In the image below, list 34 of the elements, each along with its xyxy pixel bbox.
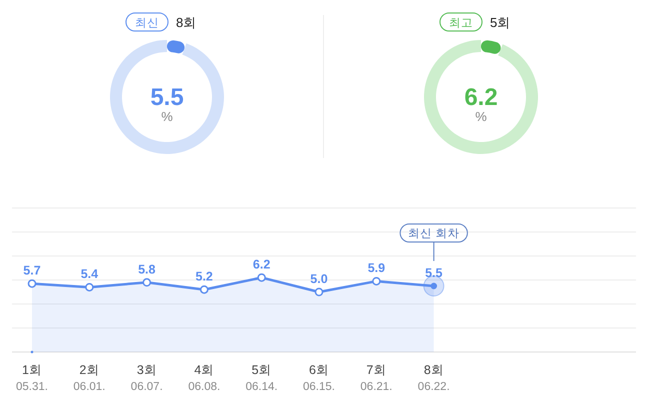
chart-subtitle: 5회 <box>490 15 510 30</box>
text: % <box>161 109 174 124</box>
donut-slice <box>166 40 185 54</box>
chart-title: 최신 <box>135 18 159 30</box>
x-tick-label: 5회 06.14. <box>246 363 278 393</box>
data-label: 5.9 <box>368 261 386 276</box>
x-tick-label: 6회 06.15. <box>303 363 335 393</box>
point <box>257 273 266 282</box>
annotation: 최신 회차 <box>408 228 460 240</box>
point <box>200 285 208 294</box>
point <box>28 279 36 288</box>
text: % <box>475 109 488 124</box>
data-label: 5.4 <box>80 267 98 282</box>
data-label: 6.2 <box>252 258 270 272</box>
x-tick-label: 8회 06.22. <box>418 363 450 393</box>
data-label: 5.2 <box>196 270 213 284</box>
text: 6.2 <box>464 84 498 111</box>
point <box>314 288 324 296</box>
chart-subtitle: 8회 <box>176 15 196 30</box>
x-tick-label: 1회 05.31. <box>16 363 48 393</box>
data-label: 5.8 <box>138 262 156 276</box>
point <box>372 276 381 286</box>
x-tick-label: 7회 06.21. <box>360 363 392 393</box>
data-label: 5.0 <box>310 272 328 286</box>
x-tick-label: 3회 06.07. <box>130 363 163 393</box>
donut-slice <box>480 40 501 54</box>
x-tick-label: 2회 06.01. <box>73 363 106 393</box>
chart-title: 최고 <box>449 18 473 30</box>
x-tick-label: 4회 06.08. <box>188 363 220 393</box>
data-label: 5.5 <box>425 266 443 280</box>
data-label: 5.7 <box>23 264 41 278</box>
text: 5.5 <box>150 84 184 111</box>
point <box>142 278 152 287</box>
point <box>85 282 94 292</box>
